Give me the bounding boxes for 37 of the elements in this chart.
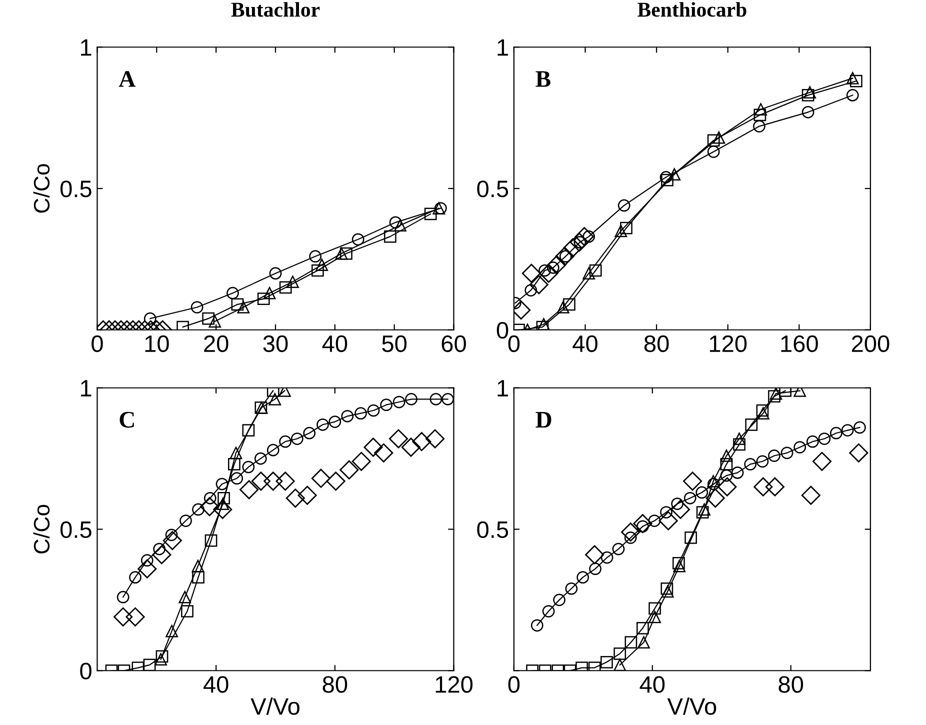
x-tick-label: 160 — [781, 335, 818, 352]
y-tick-label: 0.5 — [477, 521, 508, 538]
y-tick-label: 1 — [81, 380, 92, 396]
y-tick-label: 0.5 — [60, 180, 92, 198]
annotation: C — [120, 412, 134, 428]
y-tick-label: 1 — [498, 380, 508, 396]
x-tick-label: 30 — [263, 335, 288, 352]
chart-title: Benthiocarb — [638, 2, 746, 17]
x-tick-label: 200 — [852, 335, 890, 352]
annotation: A — [118, 71, 136, 87]
y-axis-title: C/Co — [33, 504, 50, 554]
y-tick-label: 0 — [496, 322, 508, 339]
x-tick-label: 0 — [508, 676, 520, 693]
x-tick-label: 120 — [436, 676, 473, 693]
x-tick-label: 80 — [778, 676, 804, 693]
x-axis-title: V/Vo — [667, 697, 716, 715]
x-tick-label: 40 — [322, 335, 348, 352]
y-tick-label: 0 — [80, 662, 92, 680]
x-tick-label: 20 — [204, 335, 228, 352]
x-tick-label: 60 — [442, 335, 466, 352]
y-axis-title: C/Co — [33, 164, 50, 213]
x-axis-title: V/Vo — [250, 697, 300, 715]
y-tick-label: 1 — [81, 39, 92, 56]
chart-title: Butachlor — [231, 2, 320, 17]
x-tick-label: 10 — [145, 335, 169, 352]
y-tick-label: 1 — [498, 39, 508, 56]
x-tick-label: 40 — [203, 676, 228, 693]
x-tick-label: 50 — [382, 335, 407, 352]
y-tick-label: 0.5 — [477, 180, 508, 198]
x-tick-label: 40 — [640, 676, 665, 693]
annotation: B — [536, 71, 550, 87]
x-tick-label: 80 — [322, 676, 348, 693]
annotation: D — [536, 412, 552, 428]
x-tick-label: 40 — [572, 335, 598, 352]
x-tick-label: 80 — [644, 335, 669, 352]
x-tick-label: 120 — [710, 335, 747, 352]
y-tick-label: 0.5 — [60, 521, 92, 538]
